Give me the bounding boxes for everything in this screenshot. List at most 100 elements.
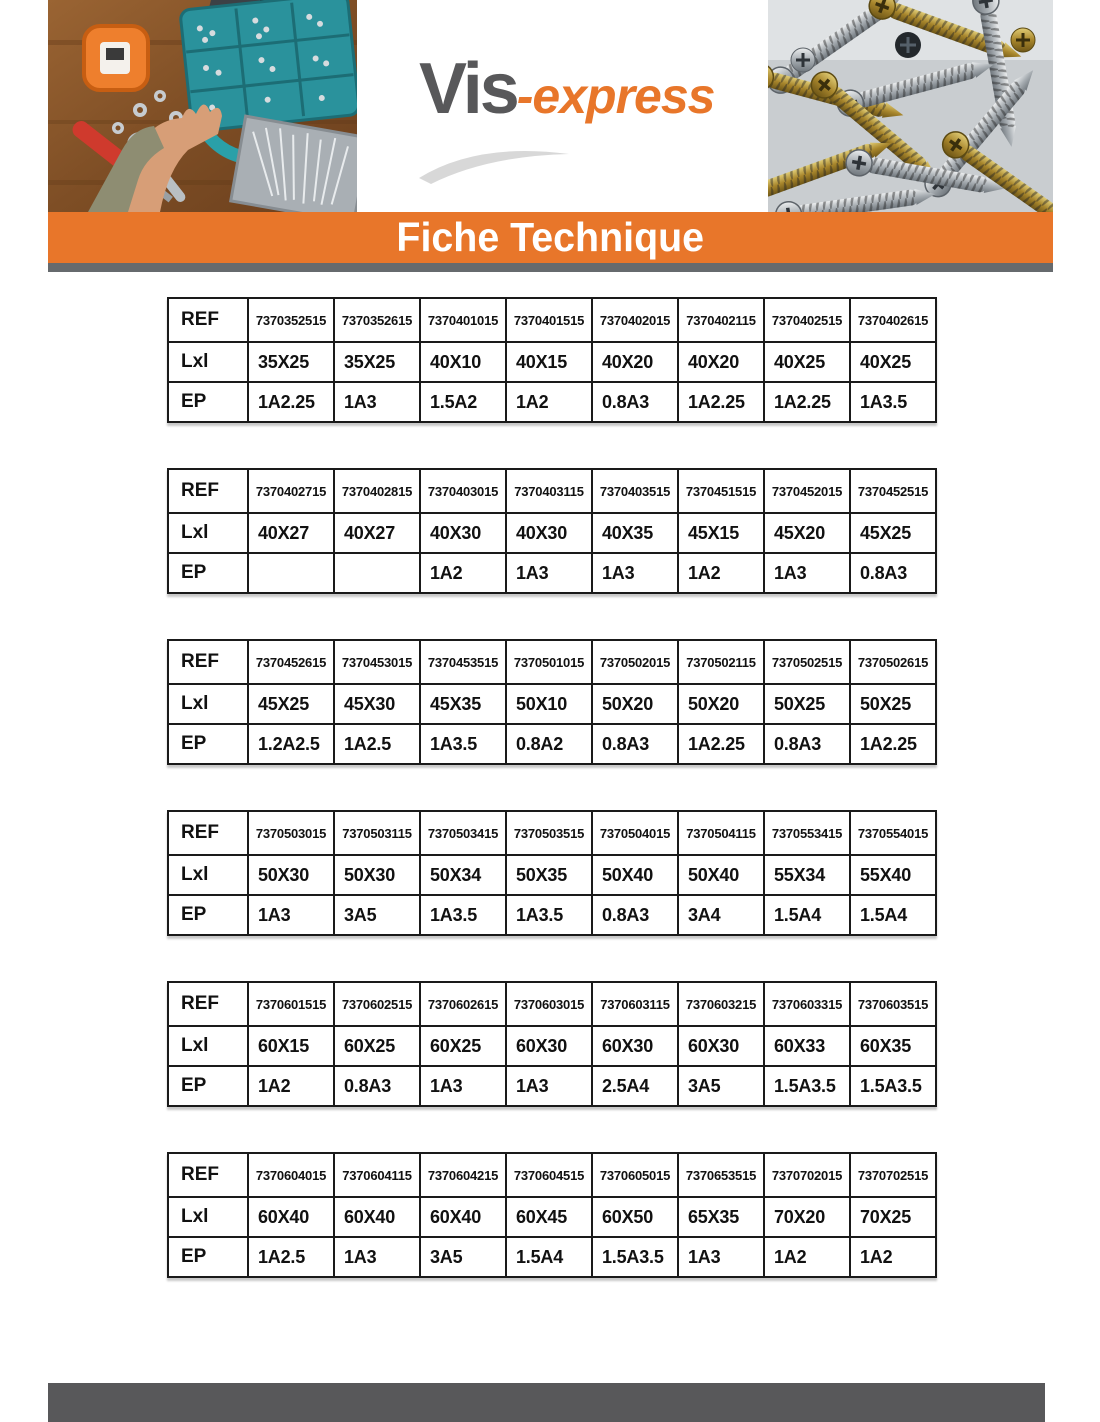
- ep-row: EP 1A2 0.8A3 1A3 1A3 2.5A4 3A5 1.5A3.5 1.5A3.5: [167, 1065, 937, 1107]
- title-banner: Fiche Technique: [48, 212, 1053, 263]
- ref-cell: 7370403515: [591, 468, 679, 514]
- lxl-cell: 55X40: [849, 854, 937, 896]
- ref-row: REF 7370601515 7370602515 7370602615 7370603…: [167, 981, 937, 1027]
- ref-cell: 7370553415: [763, 810, 851, 856]
- lxl-cell: 60X25: [419, 1025, 507, 1067]
- lxl-cell: 40X25: [763, 341, 851, 383]
- lxl-cell: 60X50: [591, 1196, 679, 1238]
- lxl-cell: 60X33: [763, 1025, 851, 1067]
- ref-cell: 7370702515: [849, 1152, 937, 1198]
- lxl-cell: 50X10: [505, 683, 593, 725]
- ep-cell: 1A2.5: [333, 723, 421, 765]
- ep-cell: 1.5A3.5: [763, 1065, 851, 1107]
- ref-cell: 7370503415: [419, 810, 507, 856]
- ref-cell: 7370401015: [419, 297, 507, 343]
- banner-shadow-strip: [48, 263, 1053, 272]
- row-label-ep: EP: [167, 1236, 249, 1278]
- ep-cell: 1A3: [677, 1236, 765, 1278]
- lxl-cell: 60X40: [333, 1196, 421, 1238]
- ep-cell: 1.5A3.5: [591, 1236, 679, 1278]
- ref-cell: 7370352515: [247, 297, 335, 343]
- logo-wordmark: Vis-express: [419, 48, 715, 130]
- lxl-cell: 60X25: [333, 1025, 421, 1067]
- ref-cell: 7370602615: [419, 981, 507, 1027]
- ref-cell: 7370604115: [333, 1152, 421, 1198]
- ref-cell: 7370502115: [677, 639, 765, 685]
- ref-row: REF 7370604015 7370604115 7370604215 7370604…: [167, 1152, 937, 1198]
- page-title: Fiche Technique: [396, 214, 705, 260]
- logo-text-vis: Vis: [419, 49, 520, 129]
- ref-cell: 7370601515: [247, 981, 335, 1027]
- lxl-cell: 50X34: [419, 854, 507, 896]
- spec-tables: REF 7370352515 7370352615 7370401015 7370401…: [167, 297, 937, 1323]
- lxl-cell: 50X25: [763, 683, 851, 725]
- lxl-cell: 50X40: [677, 854, 765, 896]
- ref-cell: 7370403115: [505, 468, 593, 514]
- ref-cell: 7370503115: [333, 810, 421, 856]
- ep-row: EP 1.2A2.5 1A2.5 1A3.5 0.8A2 0.8A3 1A2.25 0.8A3…: [167, 723, 937, 765]
- lxl-row: Lxl 60X40 60X40 60X40 60X45 60X50 65X35 70X20 70…: [167, 1196, 937, 1238]
- ep-cell: 1A2.25: [849, 723, 937, 765]
- ref-cell: 7370604215: [419, 1152, 507, 1198]
- row-label-ep: EP: [167, 894, 249, 936]
- ref-cell: 7370702015: [763, 1152, 851, 1198]
- workbench-photo-illustration: [48, 0, 357, 212]
- lxl-cell: 40X27: [333, 512, 421, 554]
- row-label-lxl: Lxl: [167, 854, 249, 896]
- lxl-cell: 70X25: [849, 1196, 937, 1238]
- screws-photo: [768, 0, 1053, 212]
- ep-cell: 0.8A3: [333, 1065, 421, 1107]
- ep-cell: 1A2.25: [763, 381, 851, 423]
- lxl-cell: 45X30: [333, 683, 421, 725]
- ep-cell: 1.5A4: [849, 894, 937, 936]
- ref-cell: 7370503515: [505, 810, 593, 856]
- ep-cell: 1A3: [333, 1236, 421, 1278]
- ep-cell: 3A5: [419, 1236, 507, 1278]
- lxl-cell: 60X15: [247, 1025, 335, 1067]
- ep-cell: 1A2.25: [677, 723, 765, 765]
- logo-swoosh: [419, 151, 569, 184]
- spec-table-1: REF 7370352515 7370352615 7370401015 7370401…: [167, 297, 937, 423]
- row-label-ep: EP: [167, 552, 249, 594]
- ref-cell: 7370402115: [677, 297, 765, 343]
- ref-cell: 7370453015: [333, 639, 421, 685]
- row-label-ref: REF: [167, 639, 249, 685]
- lxl-cell: 60X30: [677, 1025, 765, 1067]
- ref-cell: 7370403015: [419, 468, 507, 514]
- lxl-cell: 40X20: [677, 341, 765, 383]
- ep-cell: 1.2A2.5: [247, 723, 335, 765]
- ref-cell: 7370402815: [333, 468, 421, 514]
- ref-cell: 7370603215: [677, 981, 765, 1027]
- row-label-lxl: Lxl: [167, 1025, 249, 1067]
- ref-cell: 7370453515: [419, 639, 507, 685]
- lxl-row: Lxl 60X15 60X25 60X25 60X30 60X30 60X30 60X33 60…: [167, 1025, 937, 1067]
- ep-cell: 1A3.5: [849, 381, 937, 423]
- ep-cell: 3A4: [677, 894, 765, 936]
- row-label-ep: EP: [167, 1065, 249, 1107]
- lxl-cell: 40X30: [505, 512, 593, 554]
- row-label-lxl: Lxl: [167, 1196, 249, 1238]
- ref-cell: 7370605015: [591, 1152, 679, 1198]
- header: Vis-express: [48, 0, 1053, 212]
- ref-cell: 7370452515: [849, 468, 937, 514]
- ref-cell: 7370602515: [333, 981, 421, 1027]
- ep-cell: 1A3: [247, 894, 335, 936]
- lxl-cell: 50X30: [247, 854, 335, 896]
- lxl-cell: 60X40: [247, 1196, 335, 1238]
- lxl-cell: 50X30: [333, 854, 421, 896]
- row-label-ep: EP: [167, 723, 249, 765]
- ep-cell: 0.8A3: [591, 894, 679, 936]
- lxl-cell: 60X40: [419, 1196, 507, 1238]
- ep-cell: 1A2: [419, 552, 507, 594]
- ep-cell: 1A2: [849, 1236, 937, 1278]
- ref-cell: 7370603315: [763, 981, 851, 1027]
- ep-cell: 3A5: [333, 894, 421, 936]
- ref-cell: 7370402015: [591, 297, 679, 343]
- ref-cell: 7370504015: [591, 810, 679, 856]
- ep-cell: 1.5A4: [505, 1236, 593, 1278]
- lxl-cell: 45X35: [419, 683, 507, 725]
- row-label-lxl: Lxl: [167, 512, 249, 554]
- ref-cell: 7370402715: [247, 468, 335, 514]
- ep-cell: 1A2.25: [247, 381, 335, 423]
- ref-cell: 7370502515: [763, 639, 851, 685]
